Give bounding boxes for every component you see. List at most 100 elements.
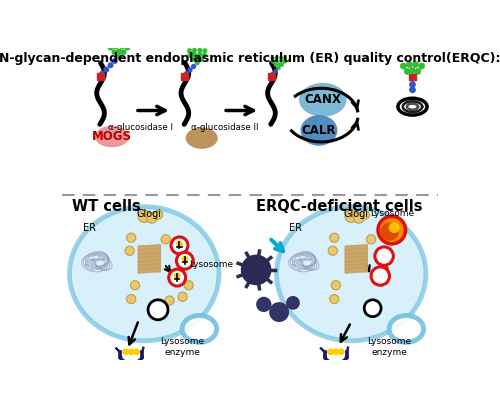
Circle shape bbox=[360, 210, 370, 220]
Circle shape bbox=[366, 235, 376, 244]
Circle shape bbox=[195, 56, 200, 61]
Circle shape bbox=[198, 48, 202, 53]
Circle shape bbox=[116, 54, 121, 60]
Ellipse shape bbox=[299, 83, 346, 117]
Text: ER: ER bbox=[290, 223, 302, 233]
Text: WT cells: WT cells bbox=[72, 199, 141, 214]
Circle shape bbox=[108, 63, 113, 67]
Circle shape bbox=[125, 246, 134, 255]
Circle shape bbox=[198, 52, 202, 56]
Circle shape bbox=[113, 44, 118, 49]
Ellipse shape bbox=[276, 207, 426, 341]
Circle shape bbox=[169, 269, 186, 286]
Bar bbox=[410, 74, 416, 80]
Circle shape bbox=[134, 349, 140, 355]
Ellipse shape bbox=[182, 315, 216, 342]
Circle shape bbox=[130, 281, 140, 290]
Circle shape bbox=[178, 292, 187, 302]
Text: Lysosome
enzyme: Lysosome enzyme bbox=[368, 337, 412, 357]
Circle shape bbox=[410, 82, 415, 87]
Text: Lysosome: Lysosome bbox=[370, 209, 414, 218]
Circle shape bbox=[410, 74, 416, 80]
Circle shape bbox=[125, 45, 130, 50]
Circle shape bbox=[410, 68, 416, 74]
Circle shape bbox=[154, 210, 162, 220]
Circle shape bbox=[380, 222, 398, 241]
Circle shape bbox=[410, 87, 415, 93]
Circle shape bbox=[182, 257, 188, 262]
Circle shape bbox=[412, 62, 418, 68]
Circle shape bbox=[404, 68, 410, 75]
Text: ERQC-deficient cells: ERQC-deficient cells bbox=[256, 199, 422, 214]
Circle shape bbox=[283, 56, 287, 60]
Circle shape bbox=[184, 281, 194, 290]
Circle shape bbox=[188, 53, 192, 58]
Circle shape bbox=[364, 300, 381, 317]
Circle shape bbox=[126, 40, 130, 45]
Text: MOGS: MOGS bbox=[92, 130, 132, 143]
Circle shape bbox=[331, 281, 340, 290]
Circle shape bbox=[104, 67, 108, 72]
Circle shape bbox=[108, 45, 113, 50]
Circle shape bbox=[269, 302, 289, 322]
Ellipse shape bbox=[70, 207, 219, 341]
Bar bbox=[97, 73, 104, 80]
Circle shape bbox=[256, 297, 272, 312]
Circle shape bbox=[165, 296, 174, 305]
Circle shape bbox=[406, 62, 412, 68]
Circle shape bbox=[400, 63, 406, 69]
Circle shape bbox=[128, 349, 134, 355]
Text: CANX: CANX bbox=[304, 93, 341, 106]
Circle shape bbox=[171, 237, 188, 254]
Ellipse shape bbox=[95, 126, 130, 147]
Circle shape bbox=[184, 72, 188, 75]
Text: ER: ER bbox=[82, 223, 96, 233]
Circle shape bbox=[116, 49, 121, 54]
Text: CALR: CALR bbox=[302, 124, 336, 137]
Circle shape bbox=[146, 213, 158, 223]
Circle shape bbox=[100, 71, 104, 76]
Circle shape bbox=[280, 63, 283, 67]
Circle shape bbox=[286, 296, 300, 310]
Circle shape bbox=[187, 49, 192, 53]
Circle shape bbox=[120, 39, 125, 44]
Circle shape bbox=[333, 349, 338, 355]
Circle shape bbox=[345, 210, 358, 222]
Circle shape bbox=[279, 59, 283, 62]
Circle shape bbox=[192, 48, 196, 53]
Circle shape bbox=[241, 255, 272, 285]
Circle shape bbox=[123, 349, 128, 355]
Circle shape bbox=[378, 216, 406, 244]
Circle shape bbox=[192, 52, 196, 56]
Ellipse shape bbox=[186, 127, 218, 149]
Text: Glogi: Glogi bbox=[344, 208, 368, 219]
Circle shape bbox=[108, 40, 112, 45]
Circle shape bbox=[112, 59, 117, 63]
Circle shape bbox=[328, 246, 338, 255]
Circle shape bbox=[192, 64, 196, 69]
Circle shape bbox=[388, 222, 400, 233]
Circle shape bbox=[138, 210, 150, 222]
Circle shape bbox=[279, 56, 283, 60]
Circle shape bbox=[202, 53, 206, 58]
Text: Lysosome
enzyme: Lysosome enzyme bbox=[160, 337, 204, 357]
Circle shape bbox=[283, 60, 286, 64]
Circle shape bbox=[277, 62, 280, 66]
Circle shape bbox=[330, 295, 339, 304]
Circle shape bbox=[338, 349, 344, 355]
Circle shape bbox=[191, 57, 196, 61]
Circle shape bbox=[126, 295, 136, 304]
Circle shape bbox=[277, 66, 280, 70]
Circle shape bbox=[274, 63, 278, 67]
Circle shape bbox=[418, 63, 424, 69]
Circle shape bbox=[177, 241, 182, 246]
Text: Lysosome: Lysosome bbox=[188, 260, 233, 269]
Circle shape bbox=[188, 68, 192, 72]
Circle shape bbox=[354, 213, 364, 223]
Text: α-glucosidase I: α-glucosidase I bbox=[108, 123, 173, 132]
Circle shape bbox=[176, 252, 194, 269]
Circle shape bbox=[275, 56, 278, 60]
Ellipse shape bbox=[389, 315, 424, 342]
Circle shape bbox=[415, 68, 421, 75]
Text: Glogi: Glogi bbox=[136, 208, 162, 219]
